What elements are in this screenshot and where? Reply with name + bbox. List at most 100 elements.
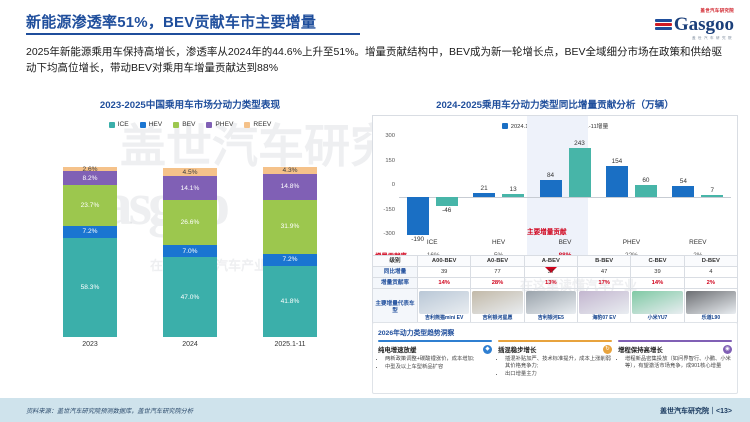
stacked-bar-column: 2.6% 8.2% 23.7% 7.2% 58.3% [63, 141, 117, 337]
car-image [685, 290, 736, 314]
bar-group-phev: 154 60 PHEV [598, 136, 664, 246]
bar-wrapper: 60 [634, 136, 657, 234]
right-chart-title: 2024-2025乘用车分动力类型同比增量贡献分析（万辆） [436, 100, 674, 111]
table-column-header: A-BEV [523, 255, 578, 267]
bar-segment-ice: 58.3% [63, 237, 117, 337]
stacked-bar-column: 4.5% 14.1% 26.6% 7.0% 47.0% [163, 141, 217, 337]
list-item: 两新政策调整+碳酸锂涨价，成本增加; [385, 356, 492, 363]
bar-segment-reev: 2.6% [63, 166, 117, 173]
table-column-header: A0-BEV [470, 255, 525, 267]
bar-wrapper: 54 [672, 136, 695, 234]
bar [473, 192, 496, 197]
bar-value-label: 60 [642, 176, 650, 184]
bar-value-label: 21 [480, 184, 488, 192]
car-model-cell: 吉利银河E5 [523, 288, 578, 327]
bev-segment-table: 级别 A00-BEV A0-BEV A-BEV B-BEV C-BEV D-BEV 同比增量 3… [372, 255, 739, 327]
legend-swatch-icon [139, 121, 146, 128]
bar-group-ice: -190 -46 ICE [399, 136, 465, 246]
bar-segment-bev: 26.6% [163, 200, 217, 246]
car-image [472, 290, 523, 314]
insight-bullets: 两新政策调整+碳酸锂涨价，成本增加;中型及以上车型新品扩容 [378, 356, 492, 371]
logo-subtitle: 盖世汽车研究院 [692, 36, 734, 40]
bar-wrapper: 243 [568, 136, 591, 234]
car-image [578, 290, 630, 314]
insight-card: 增程保持高增长 ◉ 增程新品密集投放（如问界智行、小鹏、小米等），有望激活市场竞争，… [618, 340, 732, 379]
left-chart-legend: ICE HEV BEV PHEV REEV [14, 121, 366, 128]
group-label: PHEV [622, 239, 641, 246]
table-cell: 4 [683, 266, 739, 278]
bar-wrapper: 84 [539, 136, 562, 234]
table-cell: 37 [523, 266, 578, 278]
logo-mark-icon [654, 19, 672, 30]
bar-segment-ice: 47.0% [163, 257, 217, 337]
legend-swatch-icon [173, 121, 180, 128]
bar-segment-ice: 41.8% [263, 265, 317, 337]
insight-header: 增程保持高增长 ◉ [618, 344, 732, 354]
y-axis-tick: 150 [385, 157, 395, 164]
bar [502, 194, 525, 197]
main-contribution-annotation: 主要增量贡献 [527, 228, 567, 236]
car-model-cell: 小米YU7 [630, 288, 685, 327]
bar-segment-phev: 8.2% [63, 171, 117, 186]
bar-segment-bev: 31.9% [263, 199, 317, 254]
bar-wrapper: 154 [605, 136, 628, 234]
footer-right: 盖世汽车研究院｜<13> [660, 408, 732, 415]
car-model-cell: 吉利熊猫mini EV [416, 288, 472, 327]
insight-header: 纯电增速放缓 ◆ [378, 344, 492, 354]
insights-title: 2026年动力类型趋势洞察 [378, 330, 455, 337]
table-cell: 14% [416, 277, 472, 289]
table-cell: 17% [576, 277, 632, 289]
legend-label: PHEV [215, 121, 234, 128]
table-row: 级别 A00-BEV A0-BEV A-BEV B-BEV C-BEV D-BEV [372, 255, 739, 267]
bar [406, 196, 429, 236]
x-axis-label: 2023 [82, 341, 98, 348]
table-column-header: B-BEV [576, 255, 632, 267]
car-model-name: 吉利银河E5 [537, 314, 564, 321]
bar [672, 185, 695, 197]
car-model-name: 小米YU7 [647, 314, 668, 321]
legend-label: ICE [117, 121, 129, 128]
bar-wrapper: 7 [701, 136, 724, 234]
insight-heading: 增程保持高增长 [618, 346, 663, 354]
left-chart-title: 2023-2025中国乘用车市场分动力类型表现 [99, 100, 281, 111]
car-model-cell: 吉利银河星愿 [470, 288, 525, 327]
bar-wrapper: 21 [473, 136, 496, 234]
bar-wrapper: 13 [502, 136, 525, 234]
legend-label: HEV [148, 121, 163, 128]
table-cell: 39 [630, 266, 685, 278]
legend-item-hev: HEV [139, 121, 163, 128]
left-chart-bars: 2.6% 8.2% 23.7% 7.2% 58.3% 4.5% 14.1% 26.6% 7.0%… [14, 141, 366, 337]
bar-value-label: 84 [546, 171, 555, 179]
bar [435, 196, 458, 207]
insight-card: 纯电增速放缓 ◆ 两新政策调整+碳酸锂涨价，成本增加;中型及以上车型新品扩容 [378, 340, 492, 379]
table-column-header: A00-BEV [416, 255, 472, 267]
bar-segment-hev: 7.2% [63, 225, 117, 238]
table-row-header: 同比增量 [372, 266, 418, 278]
group-label: REEV [689, 239, 707, 246]
refresh-icon: ↻ [603, 344, 612, 354]
bar-value-label: -46 [442, 207, 452, 215]
insight-accent-bar [378, 340, 492, 342]
stacked-bar-chart: ICE HEV BEV PHEV REEV 2.6% 8.2% 23.7% 7.2% 58.3%… [14, 115, 366, 355]
table-cell: 2% [683, 277, 739, 289]
car-model-name: 吉利熊猫mini EV [424, 314, 464, 321]
legend-item-reev: REEV [244, 121, 271, 128]
bar [634, 184, 657, 197]
insight-card: 插混稳步增长 ↻ 插混补贴加严、技术标准提升，成本上涨削弱其价格竞争力;出口增量主力 [498, 340, 612, 379]
bar-wrapper: -46 [435, 136, 458, 234]
bar-group-hev: 21 13 HEV [465, 136, 531, 246]
insight-heading: 插混稳步增长 [498, 346, 537, 354]
zero-line [399, 196, 731, 198]
legend-swatch-icon [244, 121, 251, 128]
group-label: ICE [426, 239, 438, 246]
page-subtitle: 2025年新能源乘用车保持高增长，渗透率从2024年的44.6%上升至51%。增… [26, 46, 723, 74]
legend-label: 2025.1-11增量 [571, 124, 609, 130]
title-underline [26, 33, 360, 35]
table-cell: 47 [576, 266, 632, 278]
table-column-header: C-BEV [630, 255, 685, 267]
bar [539, 179, 562, 197]
legend-swatch-icon [501, 122, 508, 129]
group-label: HEV [492, 239, 506, 246]
